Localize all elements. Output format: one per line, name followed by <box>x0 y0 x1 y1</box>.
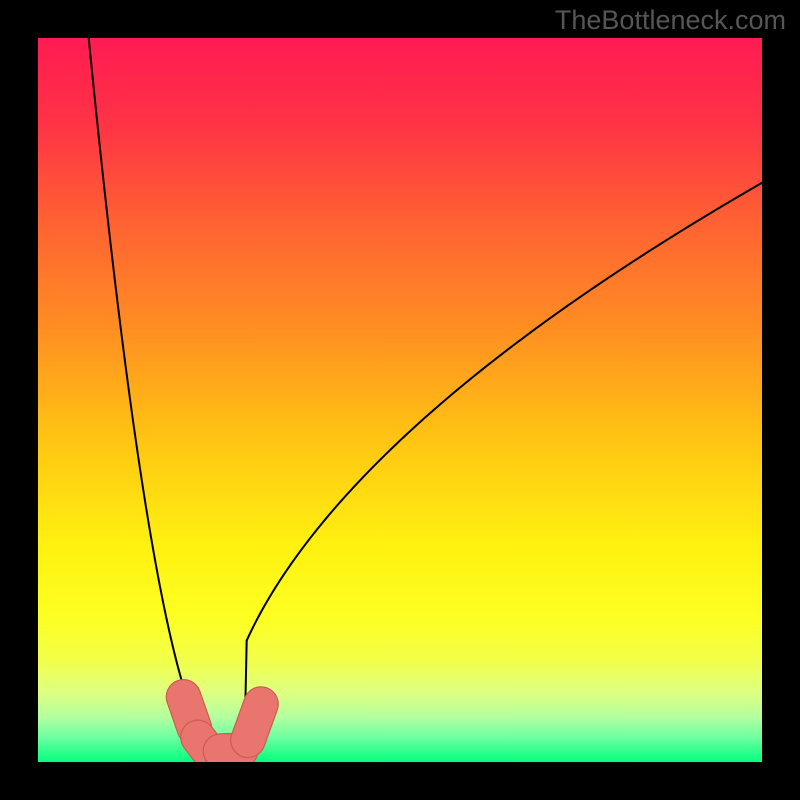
bottleneck-curve <box>89 38 762 751</box>
curve-overlay <box>0 0 800 800</box>
curve-marker <box>248 704 261 740</box>
chart-stage: TheBottleneck.com <box>0 0 800 800</box>
watermark-text: TheBottleneck.com <box>555 5 786 36</box>
